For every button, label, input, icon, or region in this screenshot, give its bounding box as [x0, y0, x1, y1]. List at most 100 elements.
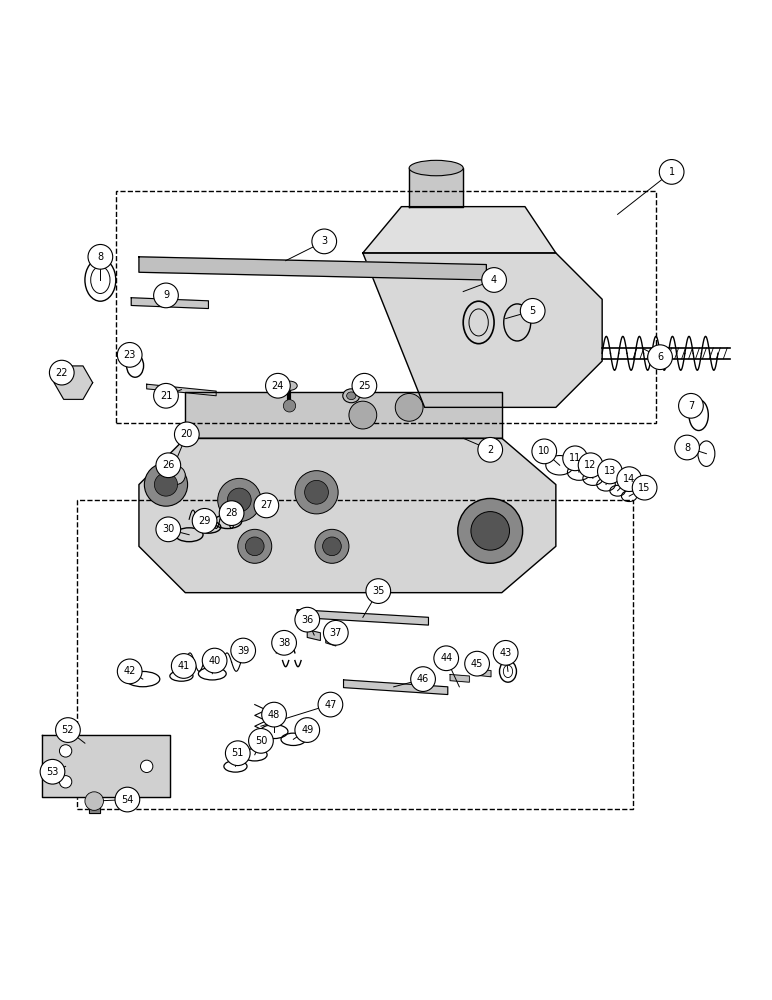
Text: 43: 43	[499, 648, 512, 658]
Text: 42: 42	[124, 666, 136, 676]
Circle shape	[272, 630, 296, 655]
Polygon shape	[363, 253, 602, 407]
Circle shape	[632, 475, 657, 500]
Text: 14: 14	[623, 474, 635, 484]
Polygon shape	[477, 669, 491, 677]
Polygon shape	[147, 384, 216, 396]
Text: 15: 15	[638, 483, 651, 493]
Circle shape	[249, 729, 273, 753]
Polygon shape	[54, 366, 93, 399]
Text: 24: 24	[272, 381, 284, 391]
Text: 27: 27	[260, 500, 273, 510]
Text: 6: 6	[657, 352, 663, 362]
Text: 41: 41	[178, 661, 190, 671]
Text: 30: 30	[162, 524, 174, 534]
Text: 3: 3	[321, 236, 327, 246]
Circle shape	[675, 435, 699, 460]
Text: 9: 9	[163, 290, 169, 300]
Circle shape	[458, 498, 523, 563]
Polygon shape	[450, 674, 469, 682]
Circle shape	[49, 360, 74, 385]
Polygon shape	[409, 168, 463, 207]
Text: 8: 8	[97, 252, 103, 262]
Circle shape	[318, 692, 343, 717]
Circle shape	[156, 517, 181, 542]
Text: 26: 26	[162, 460, 174, 470]
Circle shape	[411, 667, 435, 691]
Text: 50: 50	[255, 736, 267, 746]
Text: 12: 12	[584, 460, 597, 470]
Circle shape	[266, 373, 290, 398]
Circle shape	[245, 537, 264, 556]
Polygon shape	[297, 610, 428, 625]
Circle shape	[154, 473, 178, 496]
Text: 54: 54	[121, 795, 134, 805]
Circle shape	[117, 343, 142, 367]
Circle shape	[117, 659, 142, 684]
Polygon shape	[326, 635, 336, 646]
Circle shape	[228, 488, 251, 512]
Polygon shape	[363, 207, 556, 253]
Text: 40: 40	[208, 656, 221, 666]
Circle shape	[493, 641, 518, 665]
Circle shape	[679, 393, 703, 418]
Text: 5: 5	[530, 306, 536, 316]
Circle shape	[141, 760, 153, 773]
Circle shape	[174, 422, 199, 447]
Text: 7: 7	[688, 401, 694, 411]
Circle shape	[395, 393, 423, 421]
Text: 48: 48	[268, 710, 280, 720]
Ellipse shape	[282, 381, 297, 390]
Circle shape	[315, 529, 349, 563]
Polygon shape	[344, 680, 448, 695]
Circle shape	[312, 229, 337, 254]
Text: 39: 39	[237, 646, 249, 656]
Text: 13: 13	[604, 466, 616, 476]
Text: 53: 53	[46, 767, 59, 777]
Circle shape	[305, 480, 328, 504]
Text: 10: 10	[538, 446, 550, 456]
Polygon shape	[42, 735, 170, 797]
Text: 46: 46	[417, 674, 429, 684]
Circle shape	[144, 463, 188, 506]
Circle shape	[219, 501, 244, 525]
Circle shape	[262, 702, 286, 727]
Circle shape	[648, 345, 672, 370]
Circle shape	[563, 446, 587, 471]
Circle shape	[154, 383, 178, 408]
Ellipse shape	[347, 392, 356, 400]
Polygon shape	[139, 257, 486, 280]
Text: 29: 29	[198, 516, 211, 526]
Text: 25: 25	[358, 381, 371, 391]
Circle shape	[471, 512, 510, 550]
Text: 49: 49	[301, 725, 313, 735]
Circle shape	[323, 537, 341, 556]
Circle shape	[88, 244, 113, 269]
Circle shape	[59, 776, 72, 788]
Circle shape	[40, 759, 65, 784]
Text: 1: 1	[669, 167, 675, 177]
Polygon shape	[131, 298, 208, 309]
Text: 51: 51	[232, 748, 244, 758]
Ellipse shape	[409, 160, 463, 176]
Circle shape	[156, 453, 181, 478]
Ellipse shape	[343, 389, 360, 403]
Polygon shape	[307, 630, 320, 641]
Circle shape	[352, 373, 377, 398]
Circle shape	[167, 466, 185, 485]
Circle shape	[192, 508, 217, 533]
Circle shape	[154, 283, 178, 308]
Circle shape	[578, 453, 603, 478]
Circle shape	[115, 787, 140, 812]
Circle shape	[231, 638, 256, 663]
Circle shape	[171, 654, 196, 678]
Circle shape	[520, 299, 545, 323]
Text: 11: 11	[569, 453, 581, 463]
Text: 28: 28	[225, 508, 238, 518]
Circle shape	[295, 718, 320, 742]
Circle shape	[659, 160, 684, 184]
Circle shape	[254, 493, 279, 518]
Text: 22: 22	[56, 368, 68, 378]
Circle shape	[465, 651, 489, 676]
Circle shape	[295, 471, 338, 514]
